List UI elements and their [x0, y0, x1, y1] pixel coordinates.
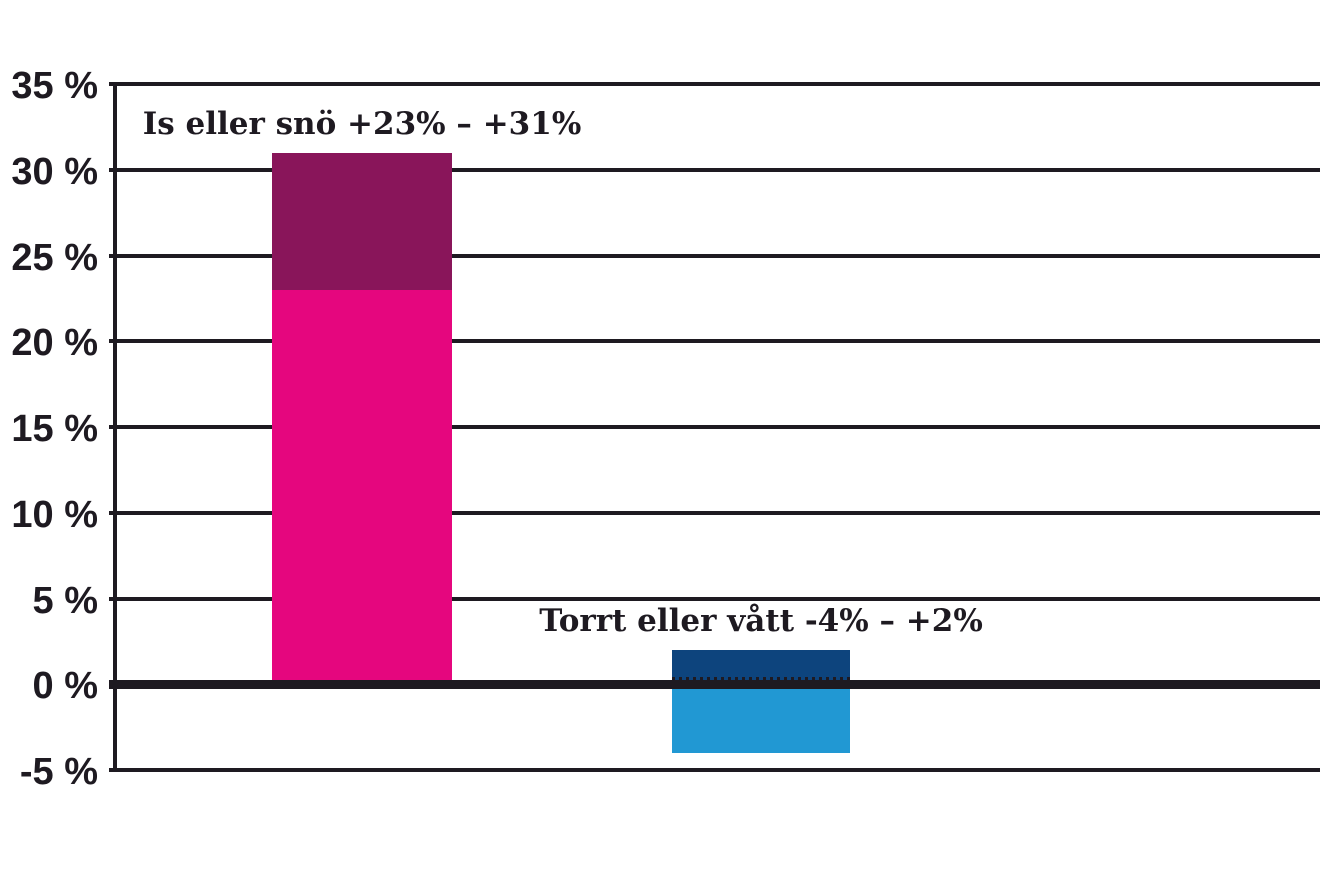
gridline-25: [109, 253, 1320, 258]
bar-1-annotation: Is eller snö +23% – +31%: [142, 105, 582, 142]
bar-2-segment-2: [672, 684, 850, 753]
y-tick-label--5: -5 %: [19, 751, 98, 793]
bar-1-segment-1: [272, 152, 452, 290]
bar-1-segment-2: [272, 289, 452, 685]
gridline-30: [109, 167, 1320, 172]
y-tick-label-25: 25 %: [11, 236, 98, 279]
gridline-15: [109, 425, 1320, 429]
gridline-35: [109, 82, 1320, 86]
y-tick-label-0: 0 %: [32, 665, 98, 708]
plot-area: Is eller snö +23% – +31% Torrt eller vått…: [109, 82, 1320, 772]
gridline-10: [109, 510, 1320, 515]
y-tick-label-35: 35 %: [11, 65, 98, 107]
y-tick-label-15: 15 %: [11, 408, 98, 450]
gridline-5: [109, 596, 1320, 601]
gridline--5: [109, 768, 1320, 772]
y-tick-label-20: 20 %: [11, 322, 98, 365]
y-tick-label-30: 30 %: [11, 150, 98, 193]
y-tick-label-5: 5 %: [32, 579, 98, 622]
y-tick-label-10: 10 %: [11, 493, 98, 536]
zero-dotted-marker: [672, 676, 850, 680]
bar-2-annotation: Torrt eller vått -4% – +2%: [539, 602, 983, 639]
gridline-20: [109, 339, 1320, 344]
zero-baseline: [109, 679, 1320, 689]
